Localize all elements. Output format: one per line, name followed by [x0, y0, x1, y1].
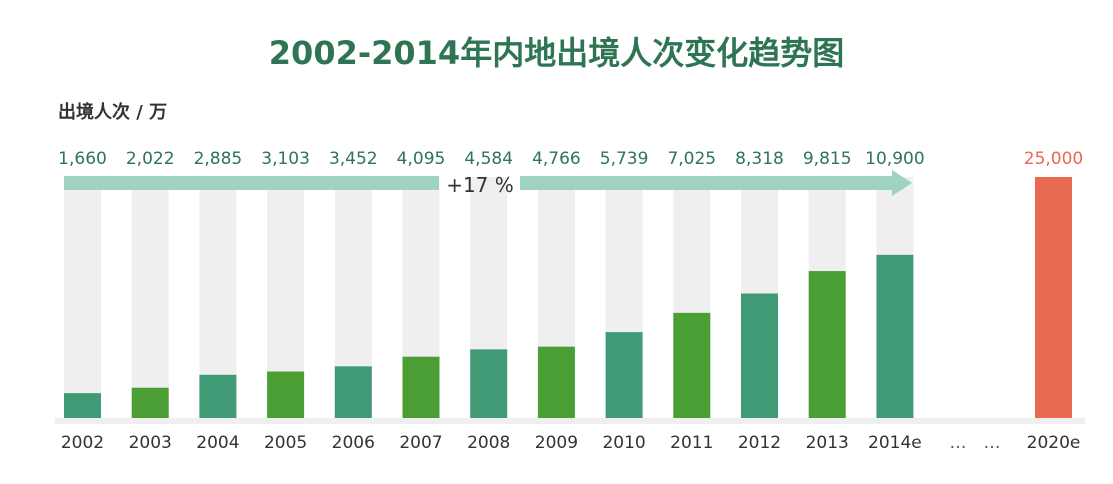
x-tick-label-2009: 2009	[535, 433, 578, 453]
x-tick-label-2020e: 2020e	[1027, 433, 1081, 453]
bar-2002	[64, 393, 101, 418]
value-label-2003: 2,022	[126, 149, 175, 169]
value-labels: 1,660 2,022 2,885 3,103 3,452 4,095 4,584 4,766…	[58, 149, 1083, 169]
arrow-shaft-right	[520, 176, 894, 190]
bar-2007	[402, 356, 440, 418]
arrow-head	[892, 170, 912, 196]
background-column	[64, 177, 101, 418]
value-label-2013: 9,815	[803, 149, 852, 169]
bar-2012	[741, 293, 778, 418]
bar-2009	[537, 346, 575, 418]
background-column	[131, 177, 169, 418]
bar-2003	[131, 387, 169, 418]
x-tick-label-2011: 2011	[670, 433, 713, 453]
bar-2013	[808, 271, 846, 418]
x-tick-label-2010: 2010	[602, 433, 645, 453]
x-tick-label-2008: 2008	[467, 433, 510, 453]
value-label-2006: 3,452	[329, 149, 378, 169]
baseline	[55, 418, 1085, 424]
arrow-shaft-left	[64, 176, 439, 190]
chart-title: 2002-2014年内地出境人次变化趋势图	[268, 34, 845, 72]
x-tick-label-2002: 2002	[61, 433, 104, 453]
value-label-2002: 1,660	[58, 149, 107, 169]
bar-2011	[673, 312, 711, 418]
bar-2014e	[876, 254, 914, 418]
value-label-2014e: 10,900	[865, 149, 924, 169]
bar-2010	[605, 332, 643, 418]
value-label-2004: 2,885	[194, 149, 243, 169]
x-tick-label-2003: 2003	[129, 433, 172, 453]
x-tick-label-2012: 2012	[738, 433, 781, 453]
value-label-2005: 3,103	[261, 149, 310, 169]
x-tick-label-2007: 2007	[399, 433, 442, 453]
value-label-2020e: 25,000	[1024, 149, 1083, 169]
bar-2006	[334, 366, 372, 418]
x-tick-label-2004: 2004	[196, 433, 239, 453]
gap-ellipsis-2: …	[984, 433, 1001, 453]
x-tick-label-2005: 2005	[264, 433, 307, 453]
bar-2005	[267, 371, 305, 418]
gap-ellipsis-1: …	[950, 433, 967, 453]
x-tick-label-2013: 2013	[806, 433, 849, 453]
bar-2004	[199, 374, 237, 418]
growth-arrow: +17 %	[64, 170, 912, 197]
growth-annotation: +17 %	[446, 173, 514, 197]
value-label-2007: 4,095	[397, 149, 446, 169]
value-label-2008: 4,584	[464, 149, 513, 169]
bar-2008	[470, 349, 508, 418]
value-label-2009: 4,766	[532, 149, 581, 169]
x-tick-labels: 2002 2003 2004 2005 2006 2007 2008 2009 2010 2011…	[61, 433, 1081, 453]
x-tick-label-2006: 2006	[332, 433, 375, 453]
y-axis-label: 出境人次 / 万	[58, 102, 168, 123]
bars	[64, 177, 1072, 418]
value-label-2012: 8,318	[735, 149, 784, 169]
bar-2020e	[1035, 177, 1072, 418]
value-label-2011: 7,025	[667, 149, 716, 169]
value-label-2010: 5,739	[600, 149, 649, 169]
x-tick-label-2014e: 2014e	[868, 433, 922, 453]
